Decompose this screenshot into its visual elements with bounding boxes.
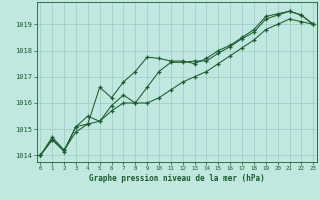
X-axis label: Graphe pression niveau de la mer (hPa): Graphe pression niveau de la mer (hPa) <box>89 174 265 183</box>
